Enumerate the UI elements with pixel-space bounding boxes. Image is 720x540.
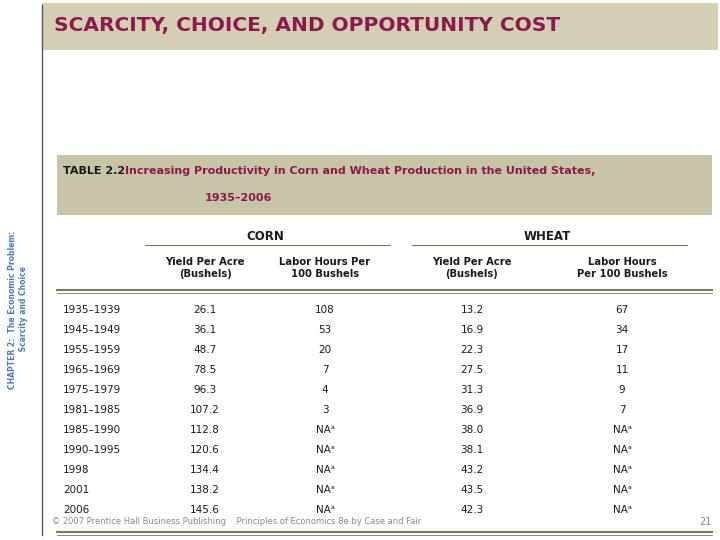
Text: Increasing Productivity in Corn and Wheat Production in the United States,: Increasing Productivity in Corn and Whea… xyxy=(125,166,595,176)
Text: 145.6: 145.6 xyxy=(190,505,220,515)
Text: NAᵃ: NAᵃ xyxy=(315,485,334,495)
Text: 9: 9 xyxy=(618,385,625,395)
Text: 7: 7 xyxy=(322,365,328,375)
Text: 67: 67 xyxy=(616,305,629,315)
Text: 2006: 2006 xyxy=(63,505,89,515)
Text: © 2007 Prentice Hall Business Publishing    Principles of Economics 8e by Case a: © 2007 Prentice Hall Business Publishing… xyxy=(52,517,421,526)
Text: 27.5: 27.5 xyxy=(460,365,484,375)
Text: 108: 108 xyxy=(315,305,335,315)
Text: 1998: 1998 xyxy=(63,465,89,475)
Text: 78.5: 78.5 xyxy=(194,365,217,375)
Text: 31.3: 31.3 xyxy=(460,385,484,395)
Text: NAᵃ: NAᵃ xyxy=(315,445,334,455)
Text: NAᵃ: NAᵃ xyxy=(315,465,334,475)
Text: 1945–1949: 1945–1949 xyxy=(63,325,121,335)
Text: Yield Per Acre
(Bushels): Yield Per Acre (Bushels) xyxy=(166,257,245,279)
Text: 1955–1959: 1955–1959 xyxy=(63,345,121,355)
Text: 1975–1979: 1975–1979 xyxy=(63,385,121,395)
Text: 120.6: 120.6 xyxy=(190,445,220,455)
Text: 48.7: 48.7 xyxy=(194,345,217,355)
Text: 16.9: 16.9 xyxy=(460,325,484,335)
Text: 17: 17 xyxy=(616,345,629,355)
Text: 36.9: 36.9 xyxy=(460,405,484,415)
Text: 21: 21 xyxy=(700,517,712,527)
Text: TABLE 2.2: TABLE 2.2 xyxy=(63,166,125,176)
Text: 1985–1990: 1985–1990 xyxy=(63,425,121,435)
Text: NAᵃ: NAᵃ xyxy=(315,425,334,435)
Text: SCARCITY, CHOICE, AND OPPORTUNITY COST: SCARCITY, CHOICE, AND OPPORTUNITY COST xyxy=(54,17,560,36)
Text: NAᵃ: NAᵃ xyxy=(613,485,631,495)
Text: 13.2: 13.2 xyxy=(460,305,484,315)
Text: NAᵃ: NAᵃ xyxy=(613,505,631,515)
Text: 11: 11 xyxy=(616,365,629,375)
Text: 42.3: 42.3 xyxy=(460,505,484,515)
Text: NAᵃ: NAᵃ xyxy=(315,505,334,515)
Text: 36.1: 36.1 xyxy=(194,325,217,335)
Text: 1935–1939: 1935–1939 xyxy=(63,305,121,315)
Text: 53: 53 xyxy=(318,325,332,335)
Text: 1935–2006: 1935–2006 xyxy=(205,193,272,203)
Text: 138.2: 138.2 xyxy=(190,485,220,495)
Text: NAᵃ: NAᵃ xyxy=(613,425,631,435)
Text: 1965–1969: 1965–1969 xyxy=(63,365,121,375)
Text: 4: 4 xyxy=(322,385,328,395)
Bar xyxy=(42,3,718,50)
Text: 112.8: 112.8 xyxy=(190,425,220,435)
Text: 20: 20 xyxy=(318,345,332,355)
Text: Yield Per Acre
(Bushels): Yield Per Acre (Bushels) xyxy=(432,257,512,279)
Text: 22.3: 22.3 xyxy=(460,345,484,355)
Text: CORN: CORN xyxy=(246,231,284,244)
Text: 1981–1985: 1981–1985 xyxy=(63,405,121,415)
Bar xyxy=(57,155,712,215)
Text: 26.1: 26.1 xyxy=(194,305,217,315)
Text: 2001: 2001 xyxy=(63,485,89,495)
Text: 107.2: 107.2 xyxy=(190,405,220,415)
Text: 43.2: 43.2 xyxy=(460,465,484,475)
Text: NAᵃ: NAᵃ xyxy=(613,445,631,455)
Text: 43.5: 43.5 xyxy=(460,485,484,495)
Text: 34: 34 xyxy=(616,325,629,335)
Text: 96.3: 96.3 xyxy=(194,385,217,395)
Text: WHEAT: WHEAT xyxy=(523,231,571,244)
Text: NAᵃ: NAᵃ xyxy=(613,465,631,475)
Text: 38.0: 38.0 xyxy=(460,425,484,435)
Text: Labor Hours Per
100 Bushels: Labor Hours Per 100 Bushels xyxy=(279,257,371,279)
Text: CHAPTER 2:  The Economic Problem:
 Scarcity and Choice: CHAPTER 2: The Economic Problem: Scarcit… xyxy=(9,231,27,389)
Text: 1990–1995: 1990–1995 xyxy=(63,445,121,455)
Text: 38.1: 38.1 xyxy=(460,445,484,455)
Text: 7: 7 xyxy=(618,405,625,415)
Text: 134.4: 134.4 xyxy=(190,465,220,475)
Text: 3: 3 xyxy=(322,405,328,415)
Text: Labor Hours
Per 100 Bushels: Labor Hours Per 100 Bushels xyxy=(577,257,667,279)
